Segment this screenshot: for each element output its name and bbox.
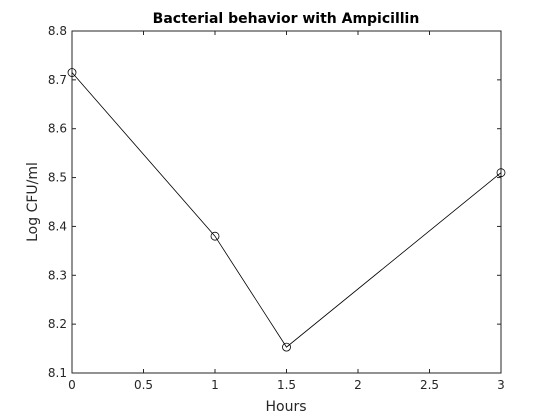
series-line bbox=[71, 72, 502, 348]
data-point-marker bbox=[67, 68, 77, 77]
tick-labels: 0 0.5 1 1.5 2 2.5 3 8.1 8.2 8.3 8.4 8.5 8.6 8.7 8.8 bbox=[48, 24, 505, 392]
chart-title: Bacterial behavior with Ampicillin bbox=[153, 11, 420, 27]
data-point-marker bbox=[496, 168, 506, 178]
y-tick-label: 8.6 bbox=[48, 122, 67, 136]
x-axis-label: Hours bbox=[265, 399, 306, 415]
data-point-marker bbox=[282, 342, 291, 352]
y-tick-label: 8.7 bbox=[48, 73, 67, 87]
y-tick-label: 8.2 bbox=[48, 317, 67, 331]
y-tick-label: 8.1 bbox=[48, 366, 67, 380]
data-markers bbox=[67, 68, 506, 352]
y-tick-label: 8.5 bbox=[48, 171, 67, 185]
x-tick-label: 0.5 bbox=[134, 378, 153, 392]
data-point-marker bbox=[210, 231, 220, 241]
axis-ticks bbox=[71, 30, 502, 374]
y-tick-label: 8.4 bbox=[48, 219, 67, 233]
x-tick-label: 2.5 bbox=[420, 378, 439, 392]
x-tick-label: 1.5 bbox=[277, 378, 296, 392]
x-tick-label: 3 bbox=[497, 378, 505, 392]
x-tick-label: 0 bbox=[68, 378, 76, 392]
y-axis-label: Log CFU/ml bbox=[25, 162, 41, 242]
x-tick-label: 1 bbox=[211, 378, 219, 392]
y-tick-label: 8.3 bbox=[48, 268, 67, 282]
plot-area bbox=[71, 30, 502, 374]
x-tick-label: 2 bbox=[354, 378, 362, 392]
y-tick-label: 8.8 bbox=[48, 24, 67, 38]
